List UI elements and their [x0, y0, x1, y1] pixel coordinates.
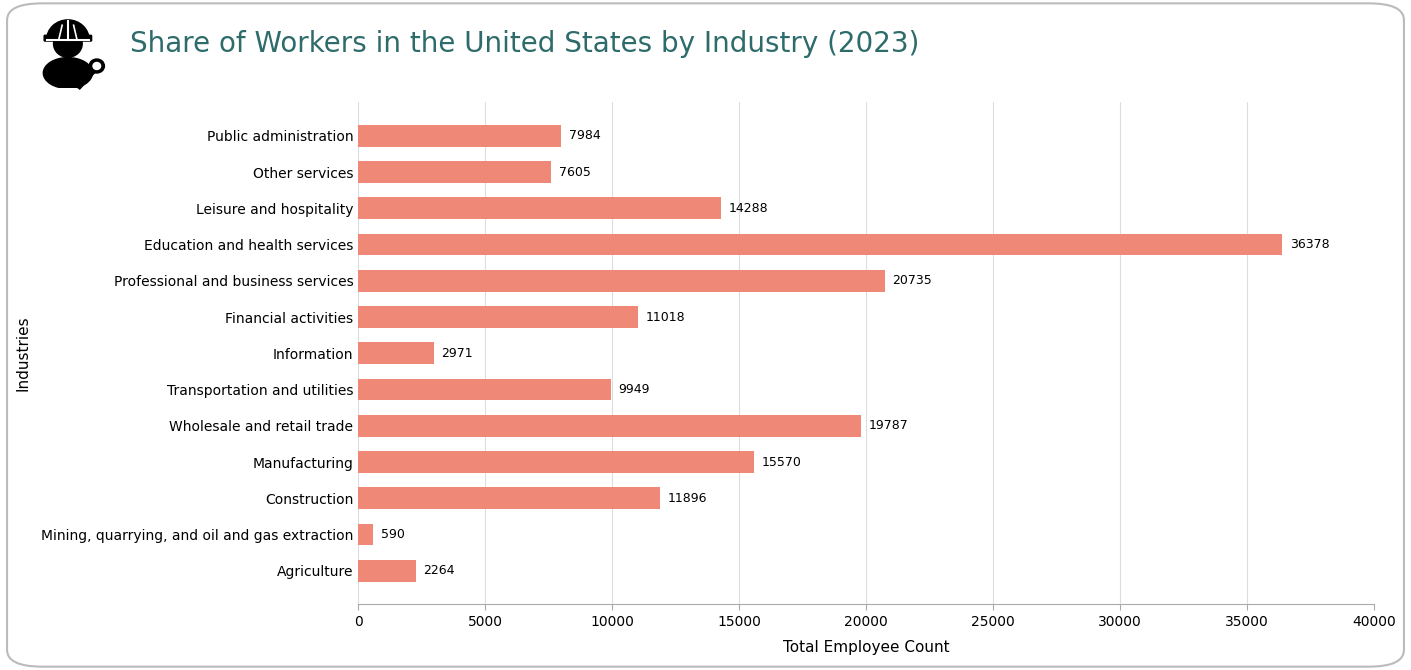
Text: 9949: 9949 — [618, 383, 650, 396]
Circle shape — [93, 62, 100, 70]
Text: 2971: 2971 — [442, 347, 473, 360]
Bar — [358, 560, 416, 582]
Bar — [358, 198, 721, 219]
Bar — [358, 161, 552, 183]
Text: 7984: 7984 — [569, 129, 601, 142]
Bar — [358, 524, 374, 545]
Text: 7605: 7605 — [559, 165, 591, 179]
Wedge shape — [47, 20, 89, 40]
Text: 590: 590 — [381, 528, 405, 541]
Bar — [75, 62, 100, 89]
Text: 19787: 19787 — [868, 419, 909, 432]
Text: 11018: 11018 — [646, 310, 686, 324]
Bar — [358, 125, 562, 147]
Text: 36378: 36378 — [1290, 238, 1329, 251]
Y-axis label: Industries: Industries — [16, 316, 30, 391]
X-axis label: Total Employee Count: Total Employee Count — [783, 640, 950, 655]
FancyBboxPatch shape — [44, 36, 92, 41]
Bar — [358, 415, 861, 437]
Circle shape — [54, 30, 82, 57]
Text: Share of Workers in the United States by Industry (2023): Share of Workers in the United States by… — [130, 30, 919, 58]
Text: 2264: 2264 — [423, 564, 454, 578]
Bar — [358, 270, 885, 291]
Bar — [358, 451, 753, 473]
Ellipse shape — [44, 58, 93, 88]
Bar — [358, 342, 433, 364]
Bar — [358, 379, 611, 401]
Circle shape — [89, 59, 104, 73]
Text: 15570: 15570 — [762, 456, 801, 468]
Text: 20735: 20735 — [893, 274, 933, 287]
Bar — [358, 487, 660, 509]
Bar — [358, 306, 638, 328]
Bar — [358, 234, 1283, 255]
Text: 11896: 11896 — [667, 492, 707, 505]
Text: 14288: 14288 — [729, 202, 769, 215]
